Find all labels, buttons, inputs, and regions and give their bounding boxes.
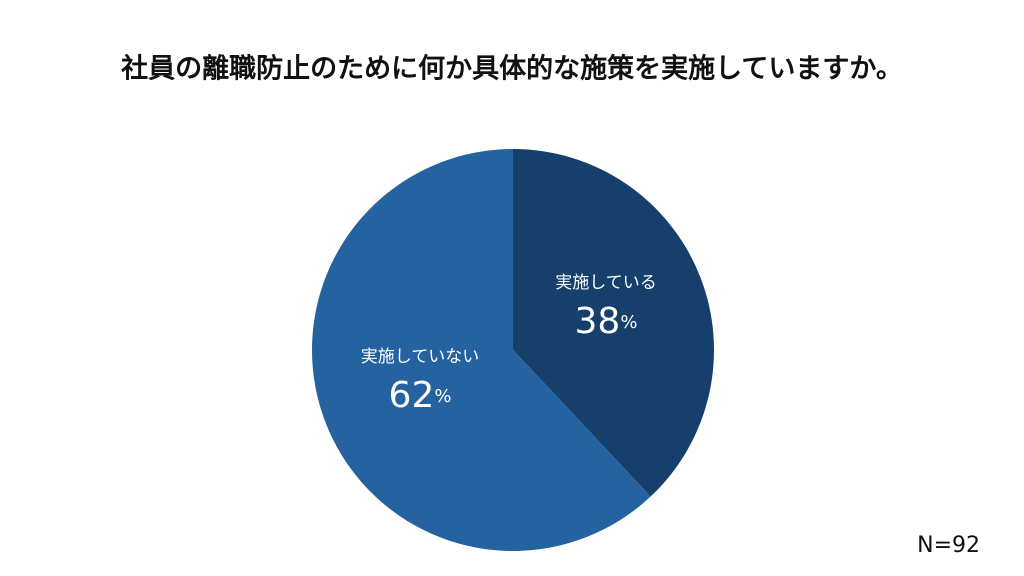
- slice-category-label: 実施している: [555, 273, 657, 293]
- slice-value-label: 62%: [389, 375, 452, 416]
- slice-category-label: 実施していない: [361, 347, 480, 367]
- pie-slice: [513, 149, 714, 497]
- slice-value-label: 38%: [575, 301, 638, 342]
- sample-size: N=92: [917, 533, 980, 558]
- pie-slice: [311, 148, 651, 551]
- chart-title: 社員の離職防止のために何か具体的な施策を実施していますか。: [121, 53, 903, 85]
